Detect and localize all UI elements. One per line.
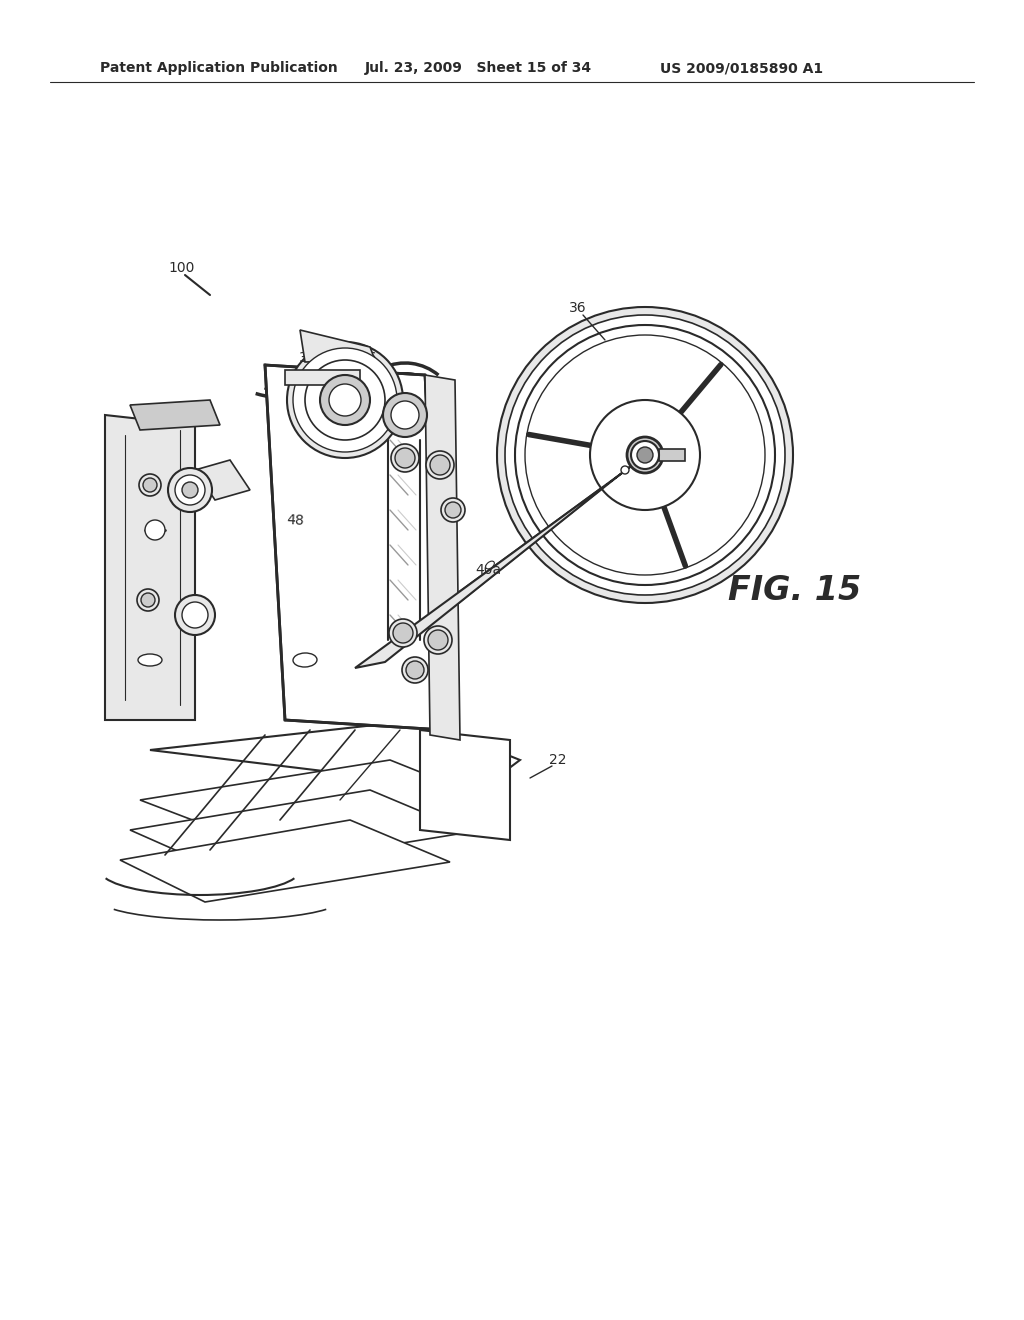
Circle shape [515,325,775,585]
Circle shape [393,623,413,643]
Polygon shape [420,730,510,840]
Text: 40a: 40a [475,564,501,577]
Text: 38: 38 [299,351,316,366]
Circle shape [406,661,424,678]
Polygon shape [355,445,657,668]
Circle shape [505,315,785,595]
Circle shape [424,626,452,653]
Ellipse shape [293,653,317,667]
Text: 22: 22 [549,752,566,767]
Text: 36: 36 [569,301,587,315]
Polygon shape [285,370,360,385]
Circle shape [168,469,212,512]
Text: 46: 46 [359,351,377,366]
Circle shape [637,447,653,463]
Circle shape [287,342,403,458]
Circle shape [621,466,629,474]
Circle shape [143,478,157,492]
Polygon shape [300,330,375,362]
Circle shape [305,360,385,440]
Circle shape [441,498,465,521]
Circle shape [293,348,397,451]
Circle shape [445,502,461,517]
Circle shape [139,474,161,496]
Polygon shape [130,789,470,873]
Circle shape [590,400,700,510]
Circle shape [391,401,419,429]
Circle shape [430,455,450,475]
Polygon shape [150,719,520,789]
Circle shape [175,595,215,635]
Circle shape [395,447,415,469]
Circle shape [428,630,449,649]
Text: Patent Application Publication: Patent Application Publication [100,61,338,75]
Circle shape [383,393,427,437]
Circle shape [402,657,428,682]
Circle shape [182,602,208,628]
Circle shape [426,451,454,479]
Text: 100: 100 [168,261,195,275]
Circle shape [145,520,165,540]
Polygon shape [195,459,250,500]
Text: Jul. 23, 2009   Sheet 15 of 34: Jul. 23, 2009 Sheet 15 of 34 [365,61,592,75]
Circle shape [391,444,419,473]
Polygon shape [130,400,220,430]
Circle shape [141,593,155,607]
Circle shape [137,589,159,611]
Ellipse shape [138,653,162,667]
Polygon shape [659,449,685,461]
Text: FIG. 15: FIG. 15 [728,573,861,606]
Circle shape [319,375,370,425]
Text: 48: 48 [286,512,304,528]
Polygon shape [425,375,460,741]
Polygon shape [105,414,195,719]
Ellipse shape [485,561,495,569]
Circle shape [497,308,793,603]
Text: US 2009/0185890 A1: US 2009/0185890 A1 [660,61,823,75]
Polygon shape [120,820,450,902]
Circle shape [631,441,659,469]
Circle shape [627,437,663,473]
Polygon shape [265,366,445,730]
Circle shape [175,475,205,506]
Polygon shape [140,760,490,840]
Circle shape [329,384,361,416]
Circle shape [182,482,198,498]
Circle shape [525,335,765,576]
Circle shape [389,619,417,647]
